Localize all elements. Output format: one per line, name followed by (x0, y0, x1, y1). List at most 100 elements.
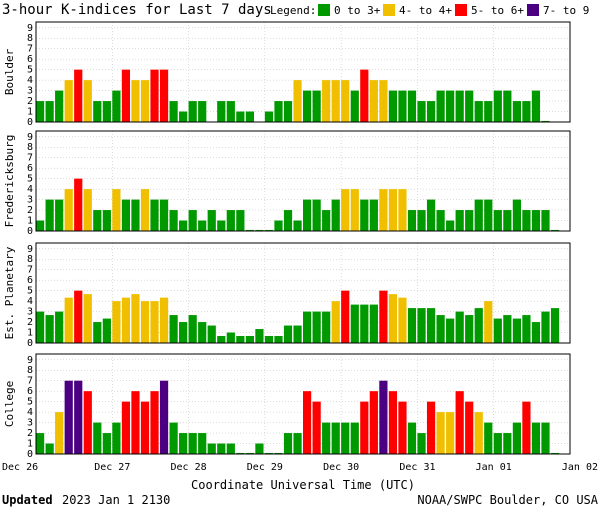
k-index-bar (121, 199, 131, 231)
k-index-bar (150, 69, 159, 122)
k-index-bar (341, 290, 350, 343)
y-tick-label: 8 (27, 254, 33, 265)
x-tick-label: Dec 28 (171, 462, 207, 473)
legend-swatch (383, 4, 395, 16)
panel-border (35, 353, 571, 455)
k-index-bar (293, 80, 302, 122)
y-tick-label: 1 (27, 107, 33, 118)
k-index-bar (274, 220, 283, 231)
k-index-bar (102, 318, 111, 343)
k-index-bar (131, 391, 140, 454)
k-index-bar (474, 101, 483, 122)
k-index-bar (388, 294, 398, 343)
k-index-bar (522, 315, 531, 343)
y-tick-label: 0 (27, 338, 33, 349)
k-index-bar (121, 297, 131, 343)
k-index-bar (407, 210, 417, 231)
k-index-bar (83, 189, 92, 231)
k-index-bar (159, 297, 169, 343)
panel-label: Est. Planetary (3, 246, 16, 339)
k-index-bar (64, 297, 73, 343)
k-index-bar (426, 199, 436, 231)
k-index-bar (379, 80, 388, 122)
k-index-bar (274, 336, 283, 343)
k-index-bar (531, 322, 541, 343)
legend: Legend: 0 to 3+ 4- to 4+ 5- to 6+ 7- to 9 (270, 4, 589, 17)
x-axis: Dec 26 Dec 27 Dec 28 Dec 29 Dec 30 Dec 31 Jan … (2, 462, 598, 492)
k-index-bar (93, 322, 102, 343)
k-index-bar (303, 311, 312, 343)
k-index-bar (446, 412, 455, 454)
k-index-bar (64, 80, 73, 122)
k-index-bar (474, 199, 483, 231)
k-index-bar (74, 380, 83, 454)
k-index-bar (465, 401, 474, 454)
k-index-bar (331, 199, 340, 231)
footer: Updated 2023 Jan 1 2130 NOAA/SWPC Boulder,… (2, 493, 599, 507)
k-index-bar (331, 422, 340, 454)
k-index-bar (407, 90, 417, 122)
legend-item-label: 7- to 9 (543, 4, 589, 17)
k-index-bar (131, 199, 140, 231)
k-index-bar (350, 304, 359, 343)
panel-label: Boulder (3, 48, 16, 95)
k-index-bar (512, 101, 521, 122)
k-index-bar (198, 433, 207, 454)
legend-item-label: 4- to 4+ (399, 4, 452, 17)
k-index-bar (102, 101, 111, 122)
k-index-bar (484, 301, 493, 343)
y-tick-label: 1 (27, 216, 33, 227)
legend-item-label: 0 to 3+ (334, 4, 381, 17)
panel-border (35, 242, 571, 344)
k-index-bar (112, 301, 121, 343)
k-index-bar (541, 120, 550, 122)
x-tick-label: Jan 01 (476, 462, 512, 473)
k-index-bar (350, 189, 359, 231)
k-index-bar (369, 80, 378, 122)
k-index-bar (398, 90, 407, 122)
k-index-bar (169, 315, 178, 343)
k-index-bar (369, 391, 378, 454)
k-index-bar (322, 80, 331, 122)
updated-label: Updated (2, 493, 53, 507)
k-index-bar (350, 90, 359, 122)
y-tick-label: 7 (27, 153, 33, 164)
k-index-bar (360, 69, 369, 122)
k-index-bar (484, 422, 493, 454)
y-tick-label: 4 (27, 407, 33, 418)
k-index-bar (417, 433, 426, 454)
k-index-bar (55, 412, 64, 454)
updated-value: 2023 Jan 1 2130 (62, 493, 170, 507)
k-index-bar (255, 329, 264, 343)
k-index-bar (503, 315, 512, 343)
k-index-bar (169, 101, 178, 122)
k-index-bar (188, 210, 197, 231)
k-index-bar (293, 325, 302, 343)
k-index-bar (245, 452, 254, 454)
y-tick-label: 6 (27, 386, 33, 397)
k-index-bar (217, 220, 226, 231)
y-tick-label: 5 (27, 286, 33, 297)
k-index-bar (264, 336, 274, 343)
k-index-bar (198, 220, 207, 231)
k-index-bar (102, 210, 111, 231)
k-index-bar (398, 189, 407, 231)
x-tick-label: Dec 29 (247, 462, 283, 473)
y-tick-label: 5 (27, 174, 33, 185)
k-index-bar (74, 178, 83, 231)
legend-swatch (527, 4, 539, 16)
y-tick-label: 7 (27, 265, 33, 276)
k-index-bar (131, 80, 140, 122)
k-index-bar (455, 90, 464, 122)
k-index-bar (45, 101, 54, 122)
k-index-bar (350, 422, 359, 454)
y-tick-label: 2 (27, 205, 33, 216)
k-index-bar (159, 380, 169, 454)
k-index-bar (360, 199, 369, 231)
y-tick-label: 3 (27, 307, 33, 318)
chart-title: 3-hour K-indices for Last 7 days (2, 2, 272, 18)
k-index-bar (512, 318, 521, 343)
x-tick-label: Jan 02 (562, 462, 598, 473)
k-index-bar (236, 111, 245, 122)
k-index-bar (531, 422, 541, 454)
